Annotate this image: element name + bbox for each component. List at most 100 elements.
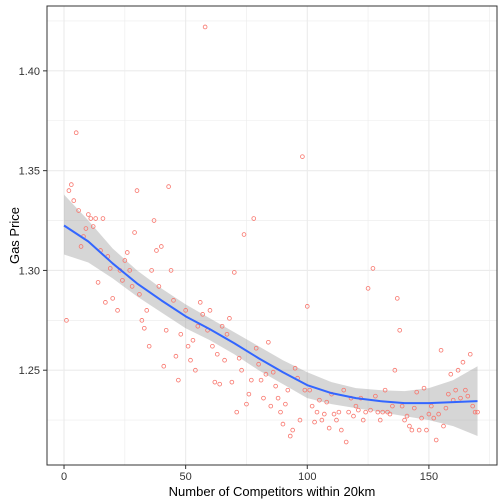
- data-point: [360, 417, 366, 423]
- data-point: [463, 387, 468, 393]
- data-point: [88, 216, 94, 221]
- data-point: [341, 387, 347, 393]
- data-point: [129, 284, 135, 289]
- data-point: [71, 198, 77, 203]
- data-point: [66, 188, 72, 193]
- data-point: [455, 367, 461, 373]
- axes: 0 50 100 150 1.25 1.30 1.35 1.40: [19, 66, 438, 483]
- data-point: [78, 244, 84, 249]
- data-point: [448, 371, 454, 377]
- data-point: [124, 250, 130, 255]
- data-point: [429, 403, 434, 409]
- data-point: [421, 385, 427, 391]
- data-point: [304, 304, 310, 309]
- data-point: [446, 391, 451, 397]
- data-point: [149, 268, 154, 273]
- data-point: [190, 337, 196, 343]
- data-point: [399, 403, 405, 409]
- data-point: [300, 154, 305, 159]
- data-point: [458, 395, 463, 401]
- data-point: [73, 130, 79, 136]
- data-point: [404, 413, 410, 419]
- data-point: [309, 403, 315, 409]
- data-point: [212, 379, 218, 385]
- data-point: [467, 351, 473, 357]
- data-point: [154, 248, 159, 253]
- data-point: [176, 377, 181, 383]
- data-point: [173, 353, 179, 359]
- data-point: [373, 393, 378, 399]
- data-point: [137, 292, 142, 297]
- panel-border: [46, 5, 498, 466]
- data-point: [241, 232, 247, 237]
- data-point: [90, 224, 96, 229]
- data-point: [217, 381, 223, 387]
- data-point: [263, 371, 269, 377]
- data-point: [472, 409, 478, 415]
- confidence-ribbon: [64, 194, 478, 437]
- data-point: [163, 327, 169, 333]
- data-point: [159, 244, 164, 249]
- data-point: [424, 427, 429, 433]
- data-point: [202, 24, 208, 30]
- data-point: [280, 421, 286, 427]
- data-point: [258, 377, 264, 383]
- data-point: [214, 351, 220, 357]
- data-point: [268, 403, 274, 409]
- data-point: [200, 312, 205, 317]
- data-point: [343, 439, 349, 445]
- data-point: [132, 230, 137, 235]
- data-point: [307, 387, 313, 393]
- data-point: [110, 296, 115, 301]
- data-point: [234, 409, 240, 415]
- data-point: [402, 417, 407, 423]
- data-point: [83, 226, 89, 231]
- data-point: [382, 387, 388, 393]
- data-point: [336, 409, 342, 415]
- data-point: [229, 379, 235, 385]
- data-point: [107, 266, 113, 271]
- data-point: [433, 437, 439, 443]
- data-point: [302, 387, 308, 393]
- data-point: [353, 403, 359, 409]
- data-point: [207, 308, 213, 313]
- data-point: [356, 407, 361, 413]
- data-point: [470, 403, 475, 409]
- data-point: [387, 411, 393, 417]
- smooth-line: [63, 224, 478, 405]
- y-tick-label: 1.30: [19, 265, 40, 277]
- data-point: [453, 387, 458, 393]
- x-tick-label: 100: [298, 471, 316, 483]
- data-point: [127, 268, 133, 273]
- data-point: [231, 270, 237, 275]
- data-point: [283, 401, 288, 407]
- data-point: [416, 427, 422, 433]
- data-point: [438, 347, 444, 353]
- data-point: [219, 324, 225, 329]
- grid: [47, 6, 497, 465]
- data-point: [292, 365, 298, 371]
- y-tick-label: 1.25: [19, 365, 40, 377]
- data-point: [331, 411, 337, 417]
- data-point: [326, 425, 332, 431]
- data-point: [409, 427, 415, 433]
- y-axis-title: Gas Price: [7, 207, 22, 264]
- data-point: [144, 308, 150, 313]
- data-point: [222, 357, 227, 363]
- data-point: [465, 393, 471, 399]
- data-point: [195, 324, 201, 329]
- data-point: [183, 308, 188, 313]
- data-point: [168, 268, 174, 273]
- x-tick-label: 50: [180, 471, 192, 483]
- data-point: [411, 405, 417, 411]
- data-point: [246, 391, 252, 397]
- data-point: [95, 280, 101, 285]
- data-point: [368, 407, 373, 413]
- y-tick-label: 1.40: [19, 66, 40, 78]
- data-point: [139, 318, 145, 323]
- data-point: [69, 182, 74, 187]
- data-point: [351, 413, 356, 419]
- data-point: [363, 409, 368, 415]
- data-point: [261, 395, 266, 401]
